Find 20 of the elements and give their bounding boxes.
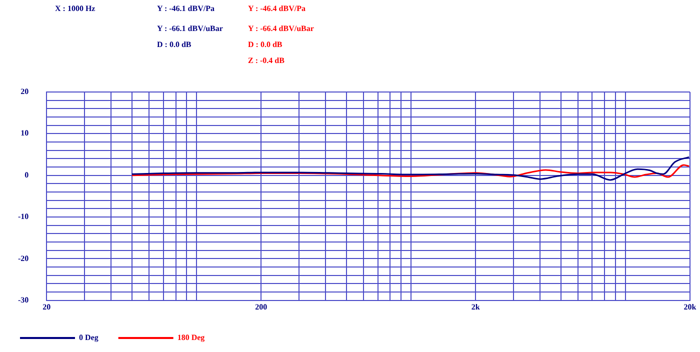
text: D : 0.0 dB — [248, 40, 282, 49]
text: Y : -66.1 dBV/uBar — [157, 24, 223, 33]
y-tick-label: 0 — [24, 170, 29, 180]
text: 180 Deg — [177, 333, 205, 342]
x-tick-label: 200 — [255, 302, 268, 312]
y-tick-label: 10 — [20, 128, 29, 138]
text: X : 1000 Hz — [55, 4, 96, 13]
text: Y : -66.4 dBV/uBar — [248, 24, 314, 33]
text: D : 0.0 dB — [157, 40, 192, 49]
y-tick-label: 20 — [20, 87, 29, 96]
x-tick-label: 20 — [42, 302, 51, 312]
y-tick-label: -20 — [18, 254, 29, 263]
text: Z : -0.4 dB — [248, 56, 284, 65]
text: 0 Deg — [79, 333, 98, 342]
text: Y : -46.1 dBV/Pa — [157, 4, 214, 13]
y-tick-label: -10 — [18, 212, 29, 222]
text: Y : -46.4 dBV/Pa — [248, 4, 306, 13]
x-tick-label: 2k — [471, 302, 480, 312]
y-tick-label: -30 — [18, 295, 29, 304]
x-tick-label: 20k — [684, 302, 697, 312]
